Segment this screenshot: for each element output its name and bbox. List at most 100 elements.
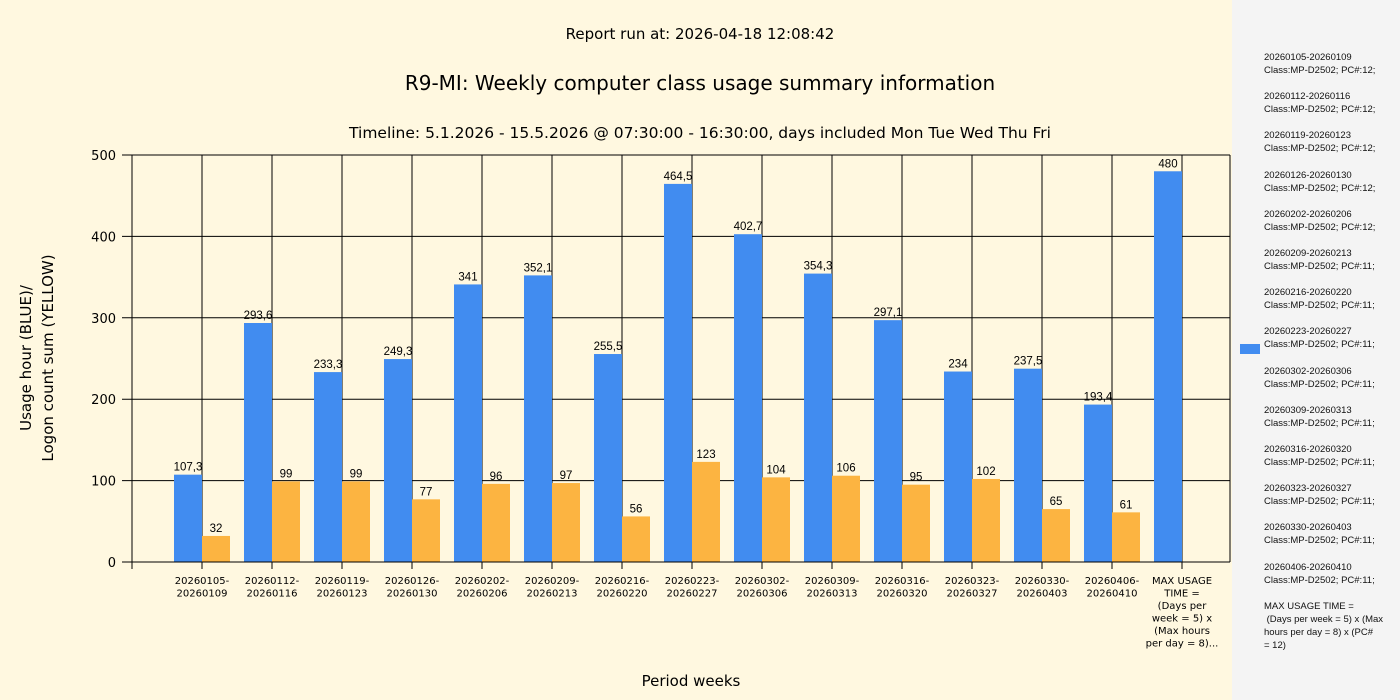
data-label: 293,6	[244, 310, 273, 322]
bar-usage-hour	[664, 183, 692, 562]
legend-swatch-blue	[1240, 344, 1260, 354]
x-tick-label: 20260302-	[735, 576, 790, 587]
bar-usage-hour	[874, 320, 902, 562]
x-tick-label: MAX USAGE	[1152, 576, 1212, 587]
data-label: 249,3	[384, 346, 413, 358]
data-label: 102	[976, 466, 995, 478]
legend-item: 20260223-20260227 Class:MP-D2502; PC#:11…	[1264, 326, 1375, 351]
y-tick-label: 400	[91, 230, 116, 245]
data-label: 480	[1158, 158, 1177, 170]
bar-logon-count	[552, 483, 580, 562]
x-tick-label: 20260327	[947, 589, 998, 600]
y-axis-label: Usage hour (BLUE)/	[17, 284, 35, 431]
legend-item: 20260119-20260123 Class:MP-D2502; PC#:12…	[1264, 130, 1376, 155]
x-tick-label: 20260223-	[665, 576, 720, 587]
data-label: 77	[420, 486, 433, 498]
data-label: 95	[910, 472, 923, 484]
bar-logon-count	[482, 483, 510, 562]
x-tick-label: 20260220	[597, 589, 648, 600]
data-label: 233,3	[314, 359, 343, 371]
bar-usage-hour	[1014, 368, 1042, 562]
x-tick-label: 20260410	[1087, 589, 1138, 600]
bar-logon-count	[412, 499, 440, 562]
x-tick-label: 20260109	[177, 589, 228, 600]
bar-logon-count	[832, 475, 860, 562]
legend-item: 20260406-20260410 Class:MP-D2502; PC#:11…	[1264, 561, 1375, 586]
y-tick-label: 0	[108, 556, 116, 571]
x-tick-label: 20260216-	[595, 576, 650, 587]
bar-logon-count	[762, 477, 790, 562]
data-label: 341	[458, 271, 477, 283]
bar-logon-count	[902, 484, 930, 562]
legend-item: 20260216-20260220 Class:MP-D2502; PC#:11…	[1264, 287, 1375, 312]
x-tick-label: 20260202-	[455, 576, 510, 587]
chart-subtitle: Timeline: 5.1.2026 - 15.5.2026 @ 07:30:0…	[348, 124, 1051, 142]
bar-usage-hour	[524, 275, 552, 562]
bar-usage-hour	[454, 284, 482, 562]
data-label: 97	[560, 470, 573, 482]
data-label: 123	[696, 449, 715, 461]
legend: 20260105-20260109 Class:MP-D2502; PC#:12…	[1232, 0, 1400, 700]
bar-usage-hour	[1084, 404, 1112, 562]
data-label: 402,7	[734, 221, 763, 233]
legend-item: 20260302-20260306 Class:MP-D2502; PC#:11…	[1264, 365, 1375, 390]
x-tick-label: 20260309-	[805, 576, 860, 587]
legend-item: 20260309-20260313 Class:MP-D2502; PC#:11…	[1264, 404, 1375, 429]
bar-logon-count	[622, 516, 650, 562]
data-label: 106	[836, 463, 855, 475]
x-tick-label: per day = 8)...	[1146, 639, 1219, 650]
bar-usage-hour	[1154, 171, 1182, 562]
x-tick-label: 20260119-	[315, 576, 370, 587]
x-tick-label: 20260313	[807, 589, 858, 600]
data-label: 354,3	[804, 261, 833, 273]
legend-item: 20260126-20260130 Class:MP-D2502; PC#:12…	[1264, 169, 1376, 194]
data-label: 464,5	[664, 171, 693, 183]
data-label: 56	[630, 503, 643, 515]
x-tick-label: 20260227	[667, 589, 718, 600]
x-tick-label: (Days per	[1158, 601, 1208, 612]
data-label: 65	[1050, 496, 1063, 508]
bar-usage-hour	[314, 372, 342, 562]
x-tick-label: (Max hours	[1154, 626, 1210, 637]
x-tick-label: TIME =	[1163, 589, 1200, 600]
x-tick-label: 20260306	[737, 589, 788, 600]
chart-title: R9-MI: Weekly computer class usage summa…	[405, 71, 995, 95]
x-tick-label: 20260206	[457, 589, 508, 600]
x-tick-label: 20260126-	[385, 576, 440, 587]
x-tick-label: 20260323-	[945, 576, 1000, 587]
data-label: 297,1	[874, 307, 903, 319]
x-tick-label: 20260403	[1017, 589, 1068, 600]
data-label: 32	[210, 523, 223, 535]
y-axis-label: Logon count sum (YELLOW)	[39, 254, 57, 461]
bar-logon-count	[272, 481, 300, 562]
bar-usage-hour	[804, 273, 832, 562]
x-tick-label: 20260130	[387, 589, 438, 600]
data-label: 352,1	[524, 262, 553, 274]
legend-item: 20260209-20260213 Class:MP-D2502; PC#:11…	[1264, 248, 1375, 272]
data-label: 96	[490, 471, 503, 483]
x-axis-label: Period weeks	[642, 672, 741, 690]
x-tick-label: 20260330-	[1015, 576, 1070, 587]
x-tick-label: 20260320	[877, 589, 928, 600]
data-label: 104	[766, 464, 786, 476]
data-label: 61	[1120, 499, 1133, 511]
bar-logon-count	[1042, 509, 1070, 562]
data-label: 107,3	[174, 462, 203, 474]
x-tick-label: week = 5) x	[1152, 614, 1212, 625]
report-run-text: Report run at: 2026-04-18 12:08:42	[566, 25, 835, 43]
legend-item: 20260105-20260109 Class:MP-D2502; PC#:12…	[1264, 52, 1376, 76]
bar-logon-count	[972, 478, 1000, 562]
legend-item: 20260112-20260116 Class:MP-D2502; PC#:12…	[1264, 91, 1376, 116]
bar-usage-hour	[944, 371, 972, 562]
legend-item: 20260330-20260403 Class:MP-D2502; PC#:11…	[1264, 522, 1375, 547]
usage-bar-chart: Report run at: 2026-04-18 12:08:42 R9-MI:…	[17, 25, 1231, 690]
x-tick-label: 20260112-	[245, 576, 300, 587]
data-label: 234	[948, 359, 968, 371]
x-tick-label: 20260406-	[1085, 576, 1140, 587]
legend-item: 20260316-20260320 Class:MP-D2502; PC#:11…	[1264, 444, 1375, 468]
x-tick-label: 20260116	[247, 589, 298, 600]
data-label: 237,5	[1014, 356, 1043, 368]
data-label: 255,5	[594, 341, 623, 353]
y-tick-label: 300	[91, 312, 116, 327]
y-tick-label: 100	[91, 475, 116, 490]
